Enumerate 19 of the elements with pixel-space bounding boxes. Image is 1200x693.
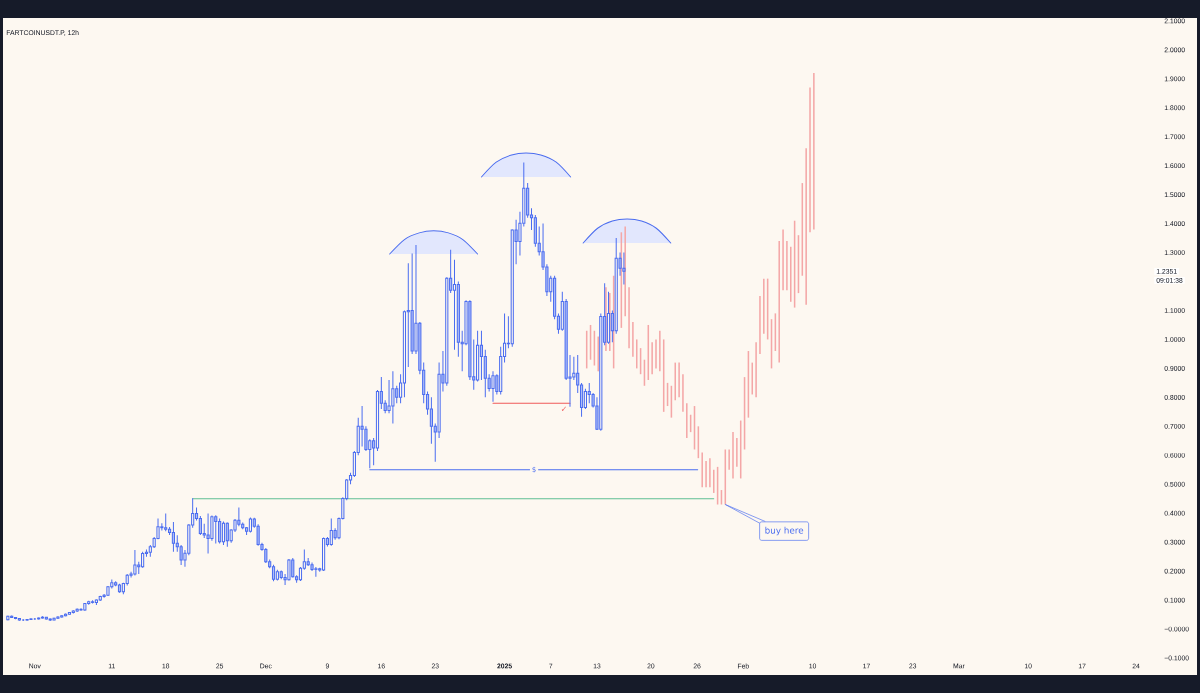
candlestick [391,370,395,424]
candlestick [206,512,210,554]
candlestick [218,517,222,545]
candlestick [237,506,241,527]
annotation: buy here [765,526,804,536]
candlestick [198,515,202,536]
candlestick [221,521,226,546]
candlestick [483,349,487,398]
candlestick [429,396,433,445]
annotation: ✓ [561,406,567,411]
candlestick [452,259,457,351]
candlestick [314,566,318,578]
candlestick [225,521,229,548]
candlestick [133,549,137,576]
candlestick [329,517,333,547]
candlestick [491,370,495,403]
candlestick [587,382,591,404]
candlestick [214,514,218,545]
candlestick [583,388,587,410]
